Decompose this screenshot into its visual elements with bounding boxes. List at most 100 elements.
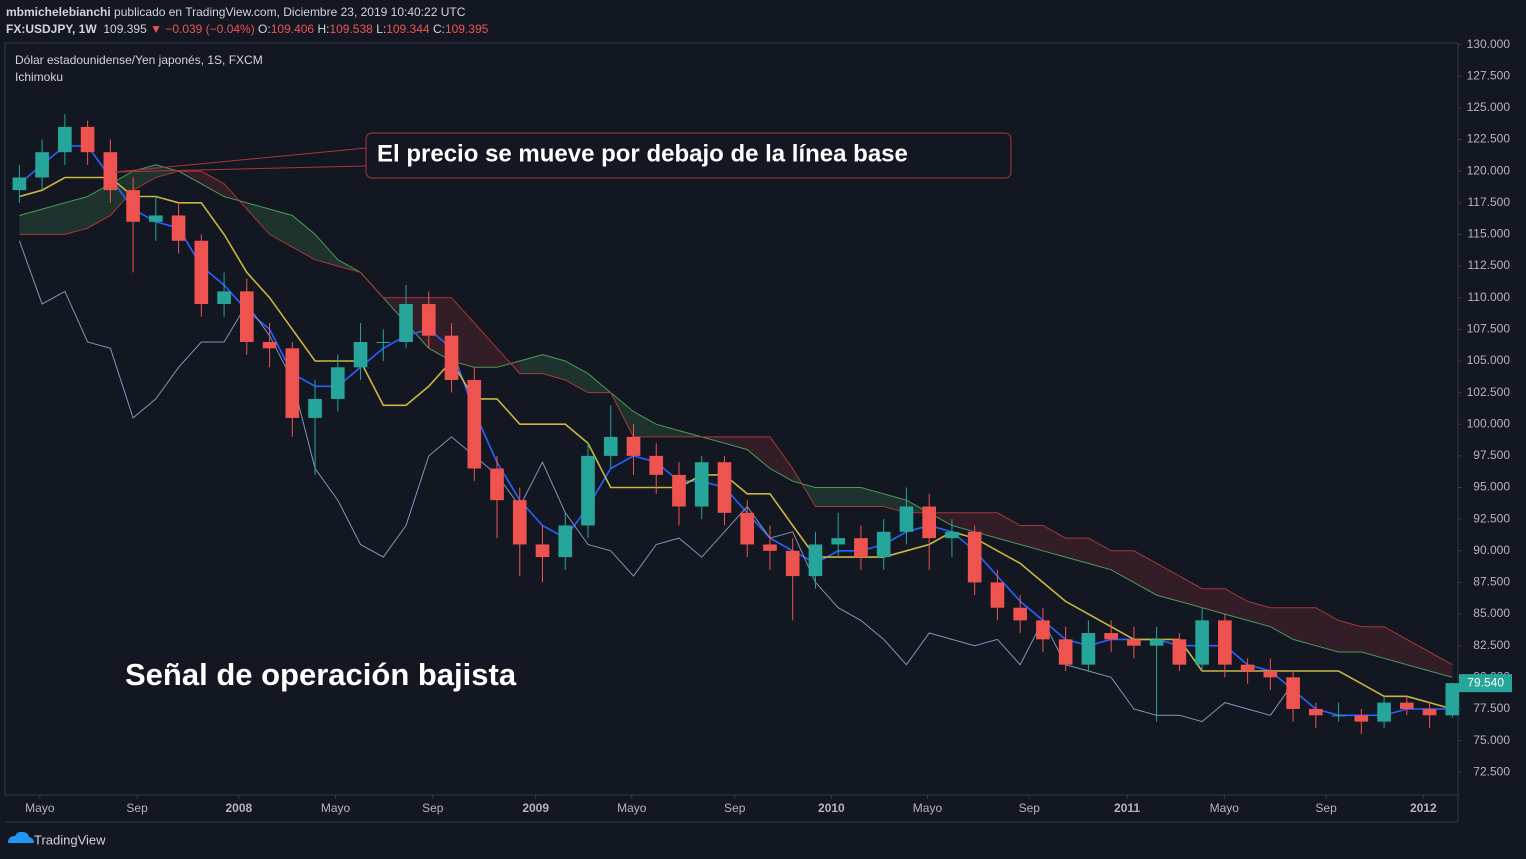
candle-body <box>1354 715 1369 722</box>
x-tick-label: 2008 <box>226 801 253 815</box>
ohlc-value: 109.406 <box>270 22 315 36</box>
ohlc-key: C: <box>432 22 445 36</box>
cloud <box>519 354 543 374</box>
candle-body <box>535 544 550 558</box>
cloud <box>1156 563 1180 602</box>
cloud <box>656 424 679 437</box>
cloud <box>1020 525 1043 551</box>
cloud <box>1042 525 1066 558</box>
y-tick-label: 125.000 <box>1467 100 1511 114</box>
cloud <box>315 234 338 267</box>
x-tick-label: Mayo <box>913 801 943 815</box>
marks <box>12 114 1460 735</box>
cloud <box>838 487 861 507</box>
candle-body <box>1445 683 1460 716</box>
signal-text: Señal de operación bajista <box>125 657 517 692</box>
x-tick-label: Sep <box>422 801 444 815</box>
callout-text: El precio se mueve por debajo de la líne… <box>377 140 908 167</box>
candle-body <box>581 455 595 526</box>
candle-body <box>1036 620 1050 640</box>
candle-body <box>171 215 186 241</box>
candle-body <box>558 525 573 558</box>
cloud <box>815 487 839 507</box>
candle-body <box>1104 633 1118 640</box>
change: ▼ −0.039 (−0.04%) <box>150 22 255 36</box>
symbol-line: FX:USDJPY, 1W 109.395 ▼ −0.039 (−0.04%) … <box>6 22 492 36</box>
cloud <box>1315 607 1339 653</box>
y-tick-label: 130.000 <box>1467 37 1511 51</box>
candle-body <box>467 379 482 469</box>
callout-line <box>114 147 367 173</box>
cloud <box>292 215 316 260</box>
candle-body <box>12 177 27 191</box>
y-tick-label: 82.500 <box>1473 638 1510 652</box>
candle-body <box>330 367 345 399</box>
author[interactable]: mbmichelebianchi <box>6 5 111 19</box>
y-tick-label: 102.500 <box>1467 385 1511 399</box>
candle-body <box>421 304 436 336</box>
publish-line: mbmichelebianchi publicado en TradingVie… <box>6 5 465 19</box>
x-tick-label: 2009 <box>522 801 549 815</box>
cloud <box>724 436 748 450</box>
candle-body <box>854 538 868 558</box>
ohlc-key: H: <box>317 22 330 36</box>
candle-body <box>308 398 322 418</box>
candle-body <box>376 341 391 343</box>
candle-body <box>1331 715 1346 717</box>
x-tick-label: Mayo <box>25 801 55 815</box>
y-tick-label: 87.500 <box>1473 575 1510 589</box>
candle-body <box>740 512 755 545</box>
cloud <box>747 436 770 469</box>
cloud <box>1406 639 1430 671</box>
cloud <box>87 183 111 229</box>
candle-body <box>490 468 504 501</box>
candle-body <box>1309 708 1323 716</box>
y-tick-label: 100.000 <box>1467 416 1511 430</box>
span-b <box>19 170 1453 666</box>
candle-body <box>1422 708 1437 716</box>
x-tick-label: Mayo <box>1210 801 1240 815</box>
y-tick-label: 120.000 <box>1467 163 1511 177</box>
candle-body <box>649 455 664 475</box>
logo-text[interactable]: TradingView <box>34 832 106 847</box>
span-a <box>19 164 1453 678</box>
indicator-name: Ichimoku <box>15 70 63 84</box>
candle-body <box>1195 620 1209 665</box>
price-tag-label: 79.540 <box>1467 675 1504 689</box>
candle-body <box>1081 633 1096 665</box>
candle-body <box>285 348 300 418</box>
candle-body <box>217 291 231 305</box>
candle-body <box>512 500 527 545</box>
candle-body <box>626 436 641 456</box>
ohlc-key: O: <box>258 22 271 36</box>
price: 109.395 <box>103 22 147 36</box>
candle-body <box>603 436 618 456</box>
candle-body <box>1286 677 1300 709</box>
ohlc-value: 109.344 <box>386 22 430 36</box>
cloud <box>19 209 43 235</box>
candle-body <box>149 215 163 222</box>
x-tick-label: Sep <box>1019 801 1041 815</box>
y-tick-label: 127.500 <box>1467 68 1511 82</box>
cloud <box>860 487 884 507</box>
cloud <box>1429 652 1453 678</box>
x-tick-label: 2010 <box>818 801 845 815</box>
candle-body <box>353 341 368 368</box>
x-tick-label: 2011 <box>1114 801 1140 815</box>
cloud <box>769 436 793 482</box>
cloud <box>1111 550 1134 583</box>
cloud <box>633 411 657 437</box>
price-tag <box>1459 674 1512 693</box>
cloud <box>1088 538 1112 570</box>
logo-icon <box>8 831 34 843</box>
cloud <box>1133 550 1157 596</box>
cloud <box>1293 607 1316 646</box>
candle-body <box>262 341 277 349</box>
x-tick-label: 2012 <box>1410 801 1437 815</box>
candle-body <box>694 462 709 507</box>
candle-body <box>194 240 209 305</box>
y-tick-label: 92.500 <box>1473 511 1510 525</box>
y-tick-label: 77.500 <box>1473 701 1510 715</box>
candle-body <box>58 126 72 153</box>
